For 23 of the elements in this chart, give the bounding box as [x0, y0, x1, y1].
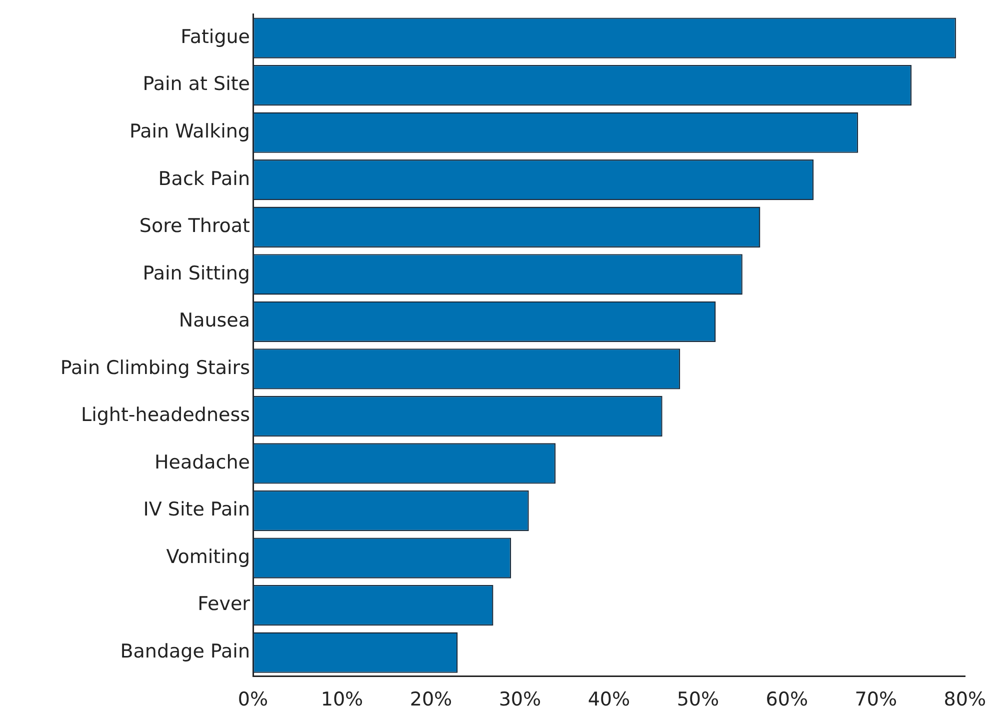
- y-tick-label: Fever: [198, 593, 250, 616]
- x-tick-label: 40%: [588, 688, 630, 711]
- y-tick-label: Pain at Site: [142, 73, 250, 96]
- x-tick-label: 80%: [944, 688, 986, 711]
- y-tick-label: Pain Sitting: [142, 262, 250, 284]
- x-tick-label: 0%: [238, 688, 268, 711]
- y-tick-label: Pain Walking: [130, 120, 250, 143]
- y-tick-label: IV Site Pain: [143, 498, 250, 521]
- y-tick-label: Bandage Pain: [120, 640, 250, 662]
- x-tick-label: 50%: [676, 688, 720, 711]
- x-tick-label: 20%: [410, 688, 452, 711]
- y-tick-label: Fatigue: [180, 26, 250, 48]
- x-tick-label: 30%: [498, 688, 542, 711]
- y-tick-label: Nausea: [178, 310, 250, 332]
- x-tick-label: 70%: [854, 688, 898, 711]
- y-tick-label: Sore Throat: [139, 215, 250, 238]
- x-tick-label: 60%: [766, 688, 808, 711]
- x-tick-label: 10%: [320, 688, 364, 711]
- y-tick-label: Headache: [154, 451, 250, 474]
- y-tick-label: Light-headedness: [81, 404, 250, 426]
- y-tick-label: Vomiting: [166, 546, 250, 568]
- y-tick-label: Pain Climbing Stairs: [60, 356, 250, 379]
- y-tick-label: Back Pain: [158, 168, 250, 190]
